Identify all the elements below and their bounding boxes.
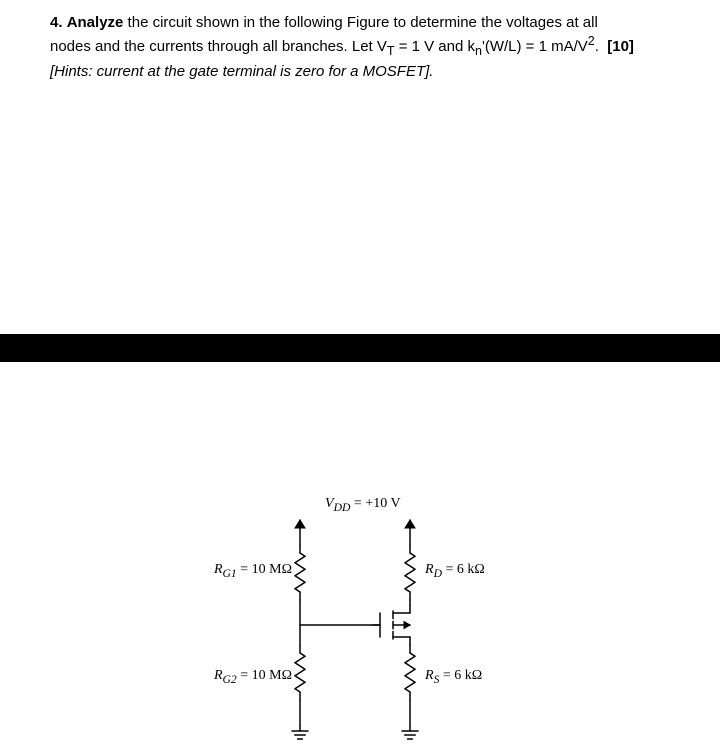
circuit-svg [210,490,530,740]
question-marks: [10] [607,38,634,55]
question-number: 4. [50,14,63,31]
q-sup: 2 [588,34,595,48]
q-line1-rest: the circuit shown in the following Figur… [123,14,597,31]
q-line2-d: . [595,38,603,55]
circuit-diagram: VDD = +10 V RG1 = 10 MΩ RG2 = 10 MΩ RD =… [210,490,530,740]
question-line-1: 4. Analyze the circuit shown in the foll… [50,12,670,33]
question-verb: Analyze [67,14,124,31]
q-line2-b: = 1 V and k [395,38,475,55]
q-line2-c: '(W/L) = 1 mA/V [482,38,588,55]
question-hint: [Hints: current at the gate terminal is … [50,61,670,82]
rd-label: RD = 6 kΩ [425,562,485,580]
q-line2-a: nodes and the currents through all branc… [50,38,387,55]
rg2-label: RG2 = 10 MΩ [214,668,292,686]
rg1-label: RG1 = 10 MΩ [214,562,292,580]
vdd-label: VDD = +10 V [325,496,401,514]
rs-label: RS = 6 kΩ [425,668,482,686]
question-line-2: nodes and the currents through all branc… [50,33,670,61]
divider-bar [0,334,720,362]
q-vt-sub: T [387,44,395,58]
question-text: 4. Analyze the circuit shown in the foll… [0,0,720,82]
q-kn-sub: n [475,44,482,58]
